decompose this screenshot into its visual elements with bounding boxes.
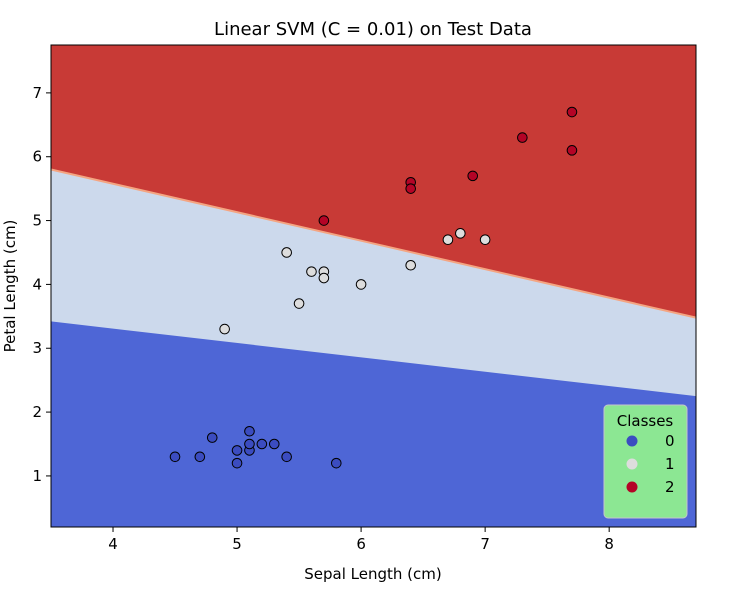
data-point-class-0 [281,451,292,463]
legend-label-1: 1 [665,455,675,473]
x-axis-label: Sepal Length (cm) [304,565,441,583]
data-point-class-0 [169,451,181,463]
region-class-0 [51,321,696,527]
data-point-class-0 [330,457,342,469]
x-axis: 4 5 6 7 8 [108,527,614,553]
x-tick-label: 8 [604,535,614,553]
y-tick-label: 5 [32,212,42,230]
data-point-class-1 [355,279,367,290]
data-point-class-0 [206,432,218,443]
y-tick-label: 1 [32,467,42,485]
y-tick-label: 7 [32,84,42,102]
legend-marker-1 [626,458,638,470]
x-tick-label: 7 [480,535,490,553]
data-point-class-2 [467,170,479,182]
data-point-class-0 [194,451,206,463]
legend-marker-0 [626,435,638,447]
y-axis-label: Petal Length (cm) [1,220,19,353]
data-point-class-1 [281,247,292,258]
plot-area [50,44,697,528]
data-point-class-2 [405,183,417,194]
legend-title: Classes [617,412,674,430]
y-axis: 1 2 3 4 5 6 7 [32,84,51,485]
plot-frame [50,44,697,528]
x-tick-label: 4 [108,535,118,553]
boundary-line [50,168,697,319]
x-tick-label: 6 [356,535,366,553]
y-tick-label: 6 [32,148,42,166]
data-point-class-1 [306,266,317,277]
data-point-class-1 [479,234,491,246]
data-point-class-1 [318,272,330,284]
data-point-class-1 [293,298,305,309]
data-point-class-1 [442,234,454,246]
decision-regions [50,45,697,528]
y-tick-label: 2 [32,403,42,421]
y-tick-label: 4 [32,275,42,293]
data-point-class-0 [244,438,255,450]
chart-title: Linear SVM (C = 0.01) on Test Data [214,19,532,40]
y-tick-label: 3 [32,339,42,357]
legend-box [603,404,688,519]
data-point-class-1 [405,259,417,271]
data-points [169,106,578,469]
data-point-class-1 [219,323,230,335]
data-point-class-2 [566,145,578,156]
data-point-class-0 [231,445,243,456]
x-tick-label: 5 [232,535,242,553]
data-point-class-0 [256,438,268,450]
data-point-class-0 [231,457,243,469]
data-point-class-2 [566,106,578,118]
data-point-class-2 [318,215,330,226]
data-point-class-1 [455,228,466,239]
legend: Classes 0 1 2 [603,404,688,519]
data-point-class-2 [517,132,528,143]
data-point-class-0 [268,438,280,450]
legend-entries: 0 1 2 [626,432,675,496]
legend-marker-2 [626,481,638,493]
data-point-class-0 [244,425,255,437]
legend-label-2: 2 [665,478,675,496]
legend-label-0: 0 [665,432,675,450]
